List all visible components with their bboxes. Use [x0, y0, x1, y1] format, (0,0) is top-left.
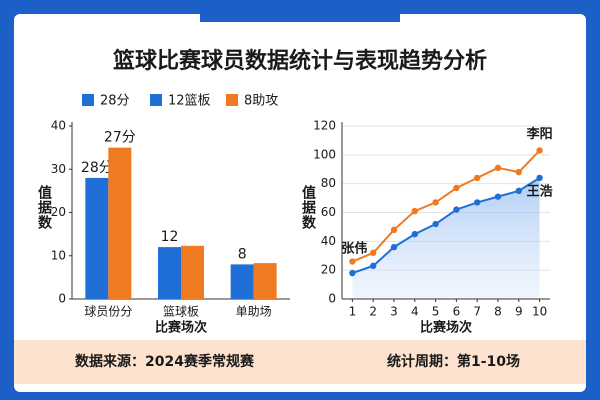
x-tick-label: 4 [411, 305, 419, 319]
x-tick-label: 10 [532, 305, 547, 319]
x-tick-label: 球员份分 [84, 305, 132, 319]
point [494, 164, 502, 172]
point [474, 174, 481, 182]
point [411, 207, 418, 215]
bar [108, 147, 132, 299]
point [390, 226, 398, 233]
point [349, 258, 356, 265]
footer-source: 数据来源：2024赛季常规赛 [75, 353, 255, 370]
x-tick-label: 篮球板 [163, 304, 199, 319]
value-label: 8 [238, 246, 247, 262]
footer-band [14, 340, 586, 384]
y-tick-label: 120 [313, 119, 336, 133]
y-tick-label: 40 [51, 119, 66, 133]
legend-label: 8助攻 [244, 94, 278, 109]
bar [158, 247, 181, 299]
y-tick-label: 100 [313, 147, 336, 161]
point [536, 174, 543, 182]
x-tick-label: 6 [453, 305, 461, 319]
footer-period: 统计周期：第1-10场 [387, 353, 520, 370]
title: 篮球比赛球员数据统计与表现趋势分析 [112, 48, 487, 74]
series-label: 王浩 [527, 183, 553, 199]
annotation: 27分 [104, 130, 136, 146]
y-tick-label: 10 [51, 248, 66, 262]
bar [181, 245, 204, 299]
y-tick-label: 0 [328, 292, 336, 306]
bar [253, 263, 277, 299]
point [370, 262, 377, 270]
area [352, 177, 540, 299]
value-label: 28分 [81, 160, 113, 176]
y-axis-label: 值据数 [36, 184, 52, 230]
point [474, 199, 481, 206]
point [370, 249, 377, 257]
point [494, 193, 502, 200]
x-tick-label: 8 [494, 305, 502, 319]
y-tick-label: 80 [321, 176, 336, 190]
y-tick-label: 30 [51, 162, 66, 176]
x-tick-label: 单助场 [236, 305, 272, 319]
series-label: 李阳 [526, 126, 553, 142]
bar [85, 177, 109, 299]
bar [230, 264, 254, 299]
point [453, 206, 460, 213]
point [515, 168, 522, 176]
x-tick-label: 9 [515, 305, 523, 319]
point [515, 187, 522, 195]
point [390, 243, 398, 251]
x-axis-label: 比赛场次 [420, 320, 472, 336]
y-axis-label: 值据数 [300, 184, 316, 230]
value-label: 12 [161, 229, 179, 245]
legend-swatch [226, 94, 238, 106]
legend-label: 12篮板 [168, 94, 211, 109]
y-tick-label: 40 [321, 234, 336, 248]
legend-label: 28分 [100, 94, 130, 109]
point [349, 269, 356, 277]
x-tick-label: 7 [473, 305, 481, 319]
point [536, 147, 543, 154]
x-tick-label: 3 [390, 305, 398, 319]
y-tick-label: 60 [321, 205, 336, 219]
point [432, 199, 439, 206]
y-tick-label: 20 [51, 205, 66, 219]
line [352, 149, 541, 263]
line [352, 177, 541, 274]
x-tick-label: 1 [349, 305, 357, 319]
annotation: 张伟 [341, 241, 367, 257]
x-tick-label: 2 [369, 305, 377, 319]
top-tab [200, 14, 400, 22]
point [453, 184, 460, 192]
legend-swatch [82, 94, 94, 106]
x-axis-label: 比赛场次 [155, 320, 207, 336]
point [411, 230, 418, 238]
point [432, 220, 439, 228]
legend-swatch [150, 94, 162, 106]
y-tick-label: 20 [321, 263, 336, 277]
y-tick-label: 0 [58, 292, 66, 306]
x-tick-label: 5 [432, 305, 440, 319]
